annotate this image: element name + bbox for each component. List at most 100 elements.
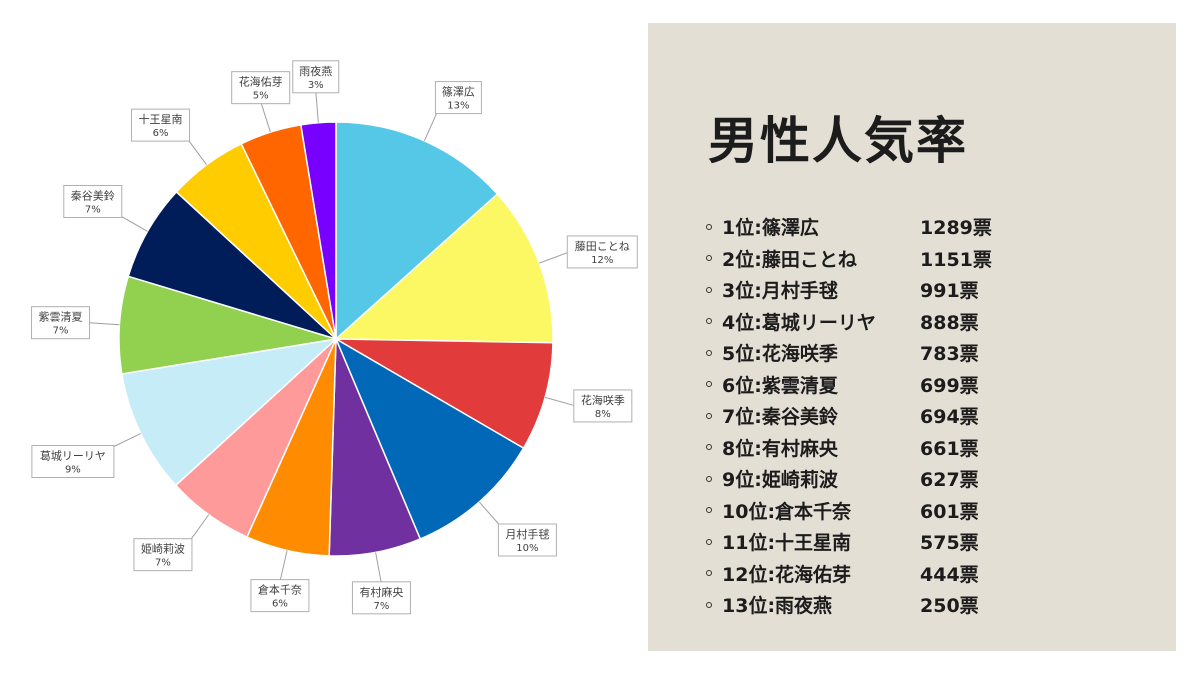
label-box [250, 579, 310, 613]
label-box [351, 581, 411, 615]
bullet-icon [706, 318, 712, 325]
bullet-icon [706, 570, 712, 577]
slice-name: 秦谷美鈴 [71, 189, 115, 203]
ranking-row: 9位:姫崎莉波 627票 [706, 463, 992, 495]
slice-percent: 6% [272, 599, 288, 610]
ranking-name: 1位:篠澤広 [722, 217, 819, 240]
ranking-row: 2位:藤田ことね 1151票 [706, 243, 992, 275]
slice-name: 倉本千奈 [258, 583, 302, 597]
slice-percent: 9% [65, 465, 81, 476]
bullet-icon [706, 444, 712, 451]
ranking-name: 8位:有村麻央 [722, 437, 838, 460]
ranking-votes: 694票 [920, 406, 979, 429]
slice-name: 月村手毬 [505, 527, 549, 541]
pie-slice-label: 花海佑芽 5% [231, 71, 291, 133]
pie-labels: 篠澤広 13% 藤田ことね 12% 花海咲季 8% 月村手毬 10% 有村麻央 7% 倉本千奈 6% 姫… [31, 60, 638, 615]
pie-slice [120, 337, 339, 487]
leader-line [544, 396, 576, 407]
bullet-icon [706, 349, 712, 356]
label-box [63, 185, 123, 219]
pie-slice-label: 月村手毬 10% [478, 501, 557, 557]
ranking-row: 10位:倉本千奈 601票 [706, 495, 992, 527]
ranking-votes: 783票 [920, 343, 979, 366]
slice-percent: 3% [308, 80, 324, 91]
bullet-icon [706, 412, 712, 419]
label-box [292, 60, 340, 94]
ranking-votes: 991票 [920, 280, 979, 303]
leader-line [260, 101, 271, 133]
leader-line [87, 322, 120, 326]
ranking-row: 5位:花海咲季 783票 [706, 337, 992, 369]
bullet-icon [706, 507, 712, 514]
ranking-votes: 888票 [920, 311, 979, 334]
leader-line [119, 215, 148, 232]
slice-percent: 7% [155, 558, 171, 569]
ranking-row: 12位:花海佑芽 444票 [706, 558, 992, 590]
pie-slice-label: 十王星南 6% [131, 108, 208, 166]
label-box [573, 389, 633, 423]
slice-name: 雨夜燕 [299, 64, 332, 78]
ranking-name: 5位:花海咲季 [722, 343, 838, 366]
leader-line [315, 90, 319, 123]
bullet-icon [706, 286, 712, 293]
bullet-icon [706, 538, 712, 545]
label-box [131, 108, 191, 142]
slice-percent: 5% [253, 91, 269, 102]
bullet-icon [706, 475, 712, 482]
slice-percent: 7% [53, 326, 69, 337]
leader-line [279, 550, 288, 582]
ranking-row: 3位:月村手毬 991票 [706, 274, 992, 306]
ranking-name: 10位:倉本千奈 [722, 500, 852, 523]
slice-percent: 7% [374, 601, 390, 612]
slice-name: 葛城リーリヤ [40, 450, 106, 463]
label-box [497, 523, 557, 557]
ranking-votes: 661票 [920, 437, 979, 460]
ranking-name: 6位:紫雲清夏 [722, 374, 838, 397]
ranking-name: 3位:月村手毬 [722, 280, 838, 303]
ranking-row: 6位:紫雲清夏 699票 [706, 369, 992, 401]
slice-name: 紫雲清夏 [39, 311, 83, 324]
pie-slice-label: 花海咲季 8% [544, 389, 633, 423]
ranking-row: 8位:有村麻央 661票 [706, 432, 992, 464]
ranking-votes: 627票 [920, 469, 979, 492]
ranking-votes: 1289票 [920, 217, 992, 240]
label-box [133, 538, 193, 572]
slice-name: 十王星南 [139, 112, 183, 126]
panel-title: 男性人気率 [708, 112, 968, 170]
pie-slice [333, 338, 554, 450]
ranking-row: 4位:葛城リーリヤ 888票 [706, 306, 992, 338]
ranking-panel: 男性人気率 1位:篠澤広 1289票 2位:藤田ことね 1151票 3位:月村手毬 9… [648, 23, 1176, 651]
label-box [566, 235, 638, 269]
bullet-icon [706, 601, 712, 608]
ranking-votes: 575票 [920, 532, 979, 555]
bullet-icon [706, 255, 712, 262]
bullet-icon [706, 381, 712, 388]
pie-slice-label: 紫雲清夏 7% [31, 306, 120, 340]
ranking-row: 11位:十王星南 575票 [706, 526, 992, 558]
leader-line [539, 251, 570, 264]
ranking-name: 11位:十王星南 [722, 532, 852, 555]
leader-line [111, 433, 141, 448]
ranking-name: 7位:秦谷美鈴 [722, 406, 838, 429]
ranking-votes: 601票 [920, 500, 979, 523]
ranking-row: 13位:雨夜燕 250票 [706, 589, 992, 621]
slice-name: 有村麻央 [359, 585, 403, 599]
slice-percent: 13% [447, 101, 469, 112]
ranking-row: 1位:篠澤広 1289票 [706, 211, 992, 243]
ranking-name: 2位:藤田ことね [722, 248, 857, 271]
pie-slice-label: 雨夜燕 3% [292, 60, 340, 123]
slice-percent: 6% [153, 128, 169, 139]
pie-slice [335, 121, 499, 341]
pie-slice-label: 藤田ことね 12% [539, 235, 638, 269]
leader-line [375, 552, 382, 584]
bullet-icon [706, 223, 712, 230]
ranking-name: 12位:花海佑芽 [722, 563, 852, 586]
label-box [31, 445, 115, 479]
leader-line [189, 514, 210, 541]
pie-slice-label: 姫崎莉波 7% [133, 514, 210, 572]
slice-name: 花海咲季 [581, 393, 625, 407]
label-box [231, 71, 291, 105]
ranking-votes: 250票 [920, 595, 979, 618]
pie-slice-label: 篠澤広 13% [423, 81, 482, 142]
slice-percent: 12% [591, 255, 613, 266]
